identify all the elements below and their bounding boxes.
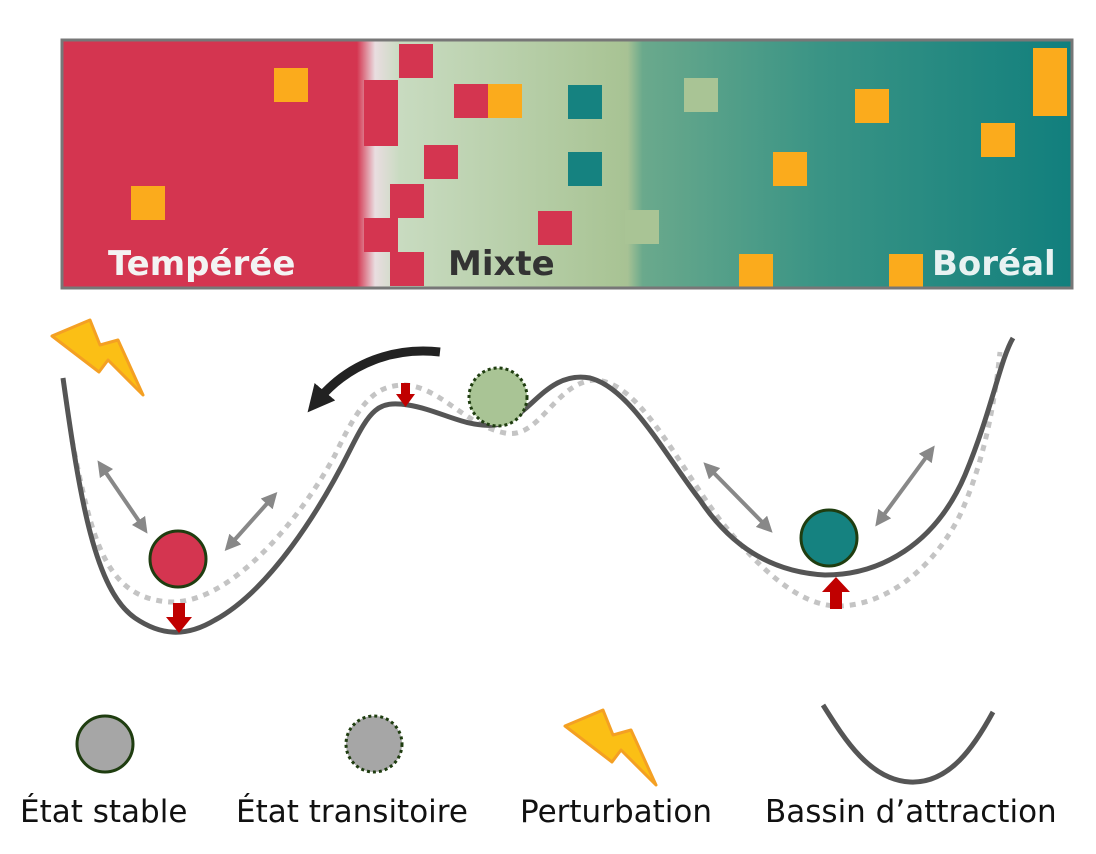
zone-label-boreal: Boréal [932, 244, 1056, 284]
patch [364, 112, 398, 146]
resilience-arrow [97, 460, 148, 534]
lightning-icon [50, 318, 145, 397]
shifted-basin-curve [69, 351, 1003, 609]
red-arrow-shaft [830, 591, 842, 609]
zone-label-temperate: Tempérée [108, 244, 295, 284]
transient-state-icon [344, 714, 404, 774]
stable-state-icon [75, 714, 135, 774]
patch [981, 123, 1015, 157]
patch [390, 252, 424, 286]
patch [684, 78, 718, 112]
red-arrow-head [166, 617, 192, 633]
legend-label-perturbation: Perturbation [520, 794, 712, 830]
mixed-patches [625, 78, 718, 244]
temperate-patches [364, 44, 572, 286]
resilience-arrow [703, 462, 773, 533]
red-arrow-head [822, 577, 850, 592]
patch [568, 152, 602, 186]
patch [625, 210, 659, 244]
patch [855, 89, 889, 123]
red-arrow-down-center [396, 383, 415, 407]
basin-curve [60, 336, 1016, 635]
stability-landscape [50, 318, 1016, 635]
patch [424, 145, 458, 179]
resilience-arrow [224, 492, 278, 551]
orange-patches [131, 48, 1067, 288]
mixed-transient-state [467, 366, 529, 428]
legend: État stable État transitoire Perturbatio… [20, 703, 1057, 830]
legend-label-basin: Bassin d’attraction [765, 794, 1057, 830]
patch [131, 186, 165, 220]
lightning-icon [563, 708, 658, 787]
boreal-patches [568, 85, 602, 186]
boreal-stable-state [799, 508, 859, 568]
patch [399, 44, 433, 78]
patch [538, 211, 572, 245]
patch [773, 152, 807, 186]
patch [1033, 48, 1067, 116]
legend-label-transient: État transitoire [236, 794, 468, 830]
patch [739, 254, 773, 288]
patch [364, 80, 398, 114]
patch [568, 85, 602, 119]
patch [889, 254, 923, 288]
patch [454, 84, 488, 118]
zone-label-mixed: Mixte [448, 244, 555, 284]
vegetation-band: Tempérée Mixte Boréal [60, 38, 1074, 290]
temperate-stable-state [148, 529, 208, 589]
red-arrow-head [396, 394, 415, 407]
red-arrow-up-right [822, 577, 850, 609]
red-arrow-shaft [401, 383, 410, 395]
band-background [62, 40, 1072, 288]
resilience-arrow [875, 445, 935, 527]
patch [274, 68, 308, 102]
legend-label-stable: État stable [20, 794, 187, 830]
basin-icon [820, 703, 996, 785]
shift-arrow [307, 346, 441, 413]
patch [364, 218, 398, 252]
band-border [60, 38, 1074, 290]
patch [390, 184, 424, 218]
patch [488, 84, 522, 118]
red-arrow-shaft [173, 603, 185, 619]
red-arrow-down-left [166, 603, 192, 633]
